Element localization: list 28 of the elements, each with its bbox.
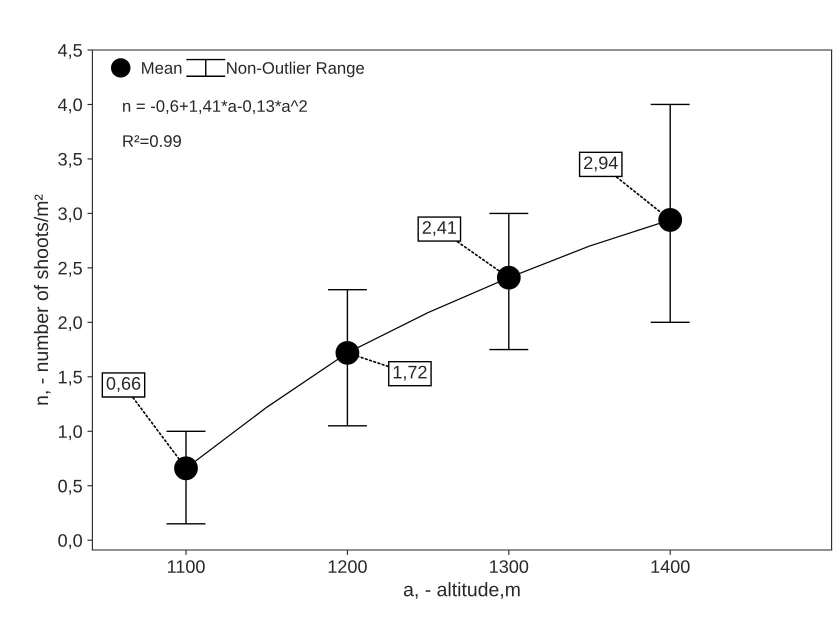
x-tick-label: 1200 [328, 560, 367, 573]
x-axis-title: a, - altitude,m [404, 582, 520, 599]
point [174, 456, 198, 480]
point [336, 340, 360, 365]
y-tick-label: 3,5 [58, 152, 82, 168]
annotation: Non-Outlier Range [227, 62, 364, 78]
data-label: 0,66 [106, 377, 140, 392]
y-tick-label: 0,5 [58, 480, 82, 495]
annotation: R²=0.99 [123, 135, 181, 147]
x-tick-label: 1300 [490, 560, 528, 573]
y-tick-label: 1,5 [58, 370, 82, 386]
y-tick-label: 3,0 [58, 207, 82, 222]
y-tick-label: 0,0 [58, 534, 82, 550]
y-tick-label: 4,5 [58, 44, 82, 59]
y-tick-label: 2,0 [58, 316, 82, 332]
point [496, 266, 521, 290]
annotation: n = -0,6+1,41*a-0,13*a^2 [123, 100, 307, 114]
y-tick-label: 4,0 [58, 98, 82, 114]
y-tick-label: 2,5 [58, 262, 82, 277]
data-label: 1,72 [394, 366, 427, 381]
y-axis-title: n, - number of shoots/m² [34, 194, 50, 405]
data-label: 2,41 [422, 221, 456, 236]
legend-label: Mean [142, 62, 182, 74]
point [658, 208, 682, 232]
x-tick-label: 1100 [168, 560, 205, 573]
x-tick-label: 1400 [652, 560, 690, 573]
y-tick-label: 1,0 [58, 425, 82, 440]
data-label: 2,94 [584, 156, 618, 172]
